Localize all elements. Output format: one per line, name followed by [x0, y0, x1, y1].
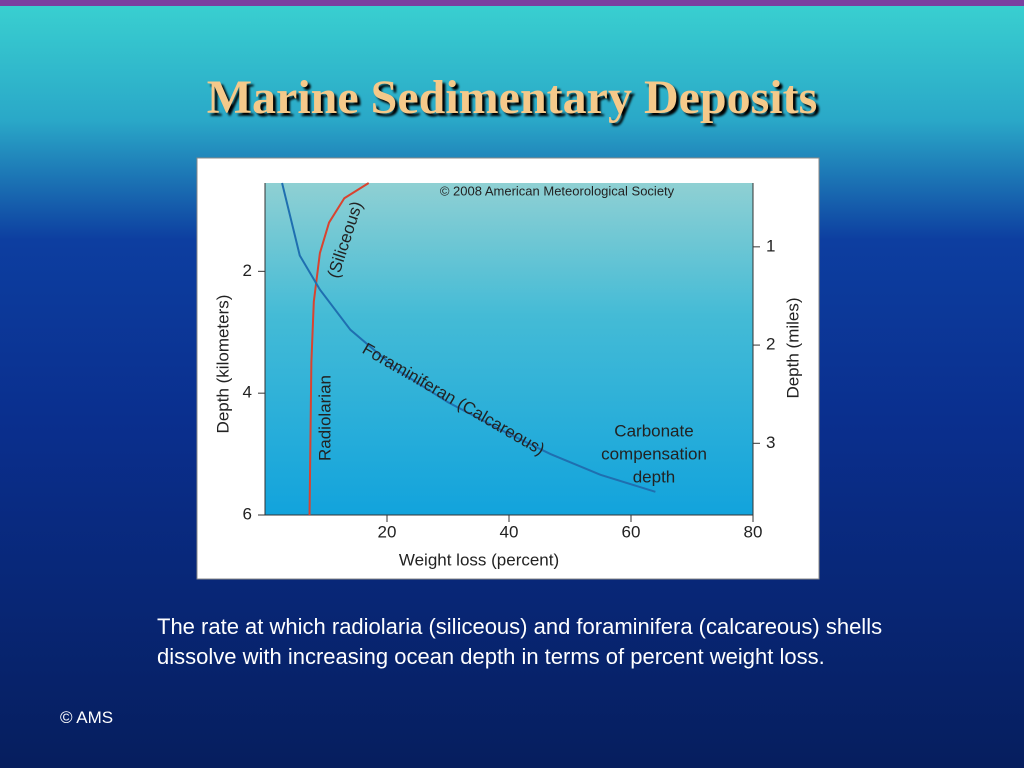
- series-label: Radiolarian: [315, 375, 334, 461]
- ccd-label: depth: [633, 467, 676, 486]
- y2-tick-label: 3: [766, 433, 775, 452]
- ccd-label: compensation: [601, 444, 707, 463]
- y-axis-label: Depth (kilometers): [213, 295, 232, 434]
- series-line: [281, 182, 656, 493]
- x-tick-label: 80: [744, 522, 763, 541]
- slide-title: Marine Sedimentary Deposits: [206, 71, 818, 124]
- x-tick-label: 20: [378, 522, 397, 541]
- ccd-label: Carbonate: [614, 421, 693, 440]
- x-tick-label: 60: [622, 522, 641, 541]
- credit: © AMS: [60, 708, 114, 727]
- y-tick-label: 6: [243, 504, 252, 523]
- copyright: © 2008 American Meteorological Society: [440, 183, 675, 198]
- y2-axis-label: Depth (miles): [783, 297, 802, 398]
- y2-tick-label: 2: [766, 335, 775, 354]
- y2-tick-label: 1: [766, 236, 775, 255]
- series-line: [308, 182, 370, 516]
- caption: The rate at which radiolaria (siliceous)…: [157, 614, 883, 669]
- plot-area: [265, 183, 753, 515]
- x-axis-label: Weight loss (percent): [399, 550, 559, 569]
- y-tick-label: 4: [243, 383, 252, 402]
- y-tick-label: 2: [243, 261, 252, 280]
- x-tick-label: 40: [500, 522, 519, 541]
- chart: 20 40 60 80 2 4 6 1 2 3 Weight loss (percent) Depth…: [196, 157, 820, 580]
